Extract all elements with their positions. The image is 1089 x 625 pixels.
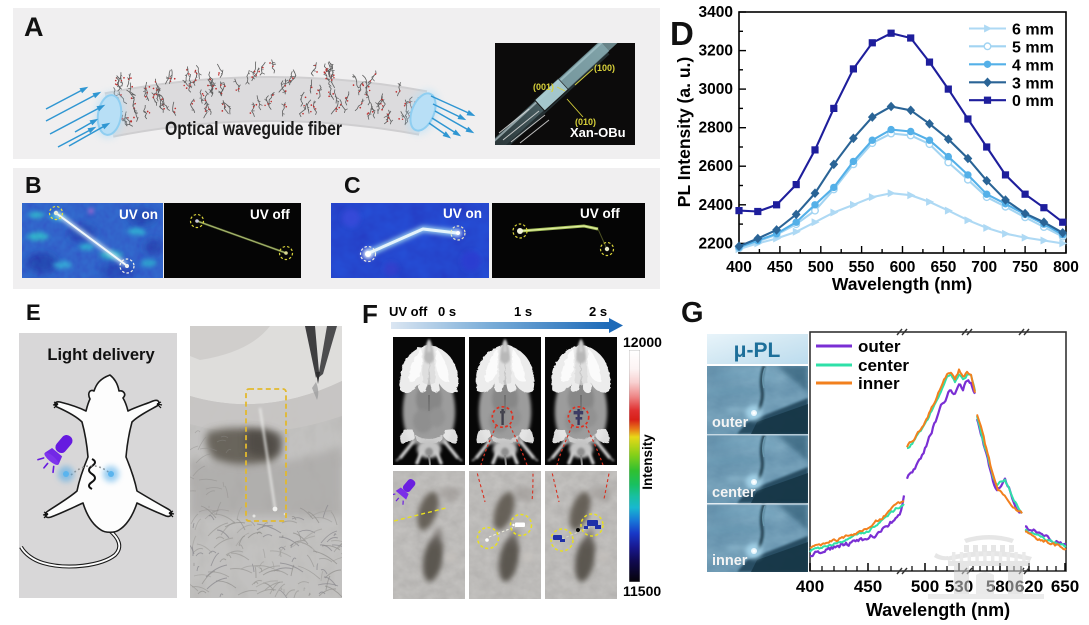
svg-text:800: 800: [1053, 259, 1079, 276]
svg-text:3200: 3200: [699, 43, 733, 60]
svg-text:PL Intensity (a. u.): PL Intensity (a. u.): [674, 57, 694, 207]
svg-text:6 mm: 6 mm: [1012, 22, 1054, 39]
svg-text:3000: 3000: [699, 81, 733, 98]
svg-text:4 mm: 4 mm: [1012, 57, 1054, 74]
svg-text:outer: outer: [712, 415, 749, 431]
svg-text:UV off: UV off: [580, 206, 620, 221]
svg-text:Xan-OBu: Xan-OBu: [570, 125, 626, 140]
svg-text:400: 400: [796, 577, 824, 596]
svg-text:inner: inner: [858, 374, 900, 393]
svg-text:650: 650: [930, 259, 956, 276]
svg-text:2800: 2800: [699, 120, 733, 137]
svg-text:450: 450: [767, 259, 793, 276]
svg-text:UV on: UV on: [443, 206, 482, 221]
svg-text:(010): (010): [575, 117, 596, 127]
svg-text:750: 750: [1012, 259, 1038, 276]
svg-text:2600: 2600: [699, 158, 733, 175]
svg-text:0 mm: 0 mm: [1012, 93, 1054, 110]
svg-text:center: center: [712, 485, 756, 501]
svg-text:450: 450: [854, 577, 882, 596]
svg-text:400: 400: [726, 259, 752, 276]
svg-text:500: 500: [808, 259, 834, 276]
svg-text:inner: inner: [712, 553, 748, 569]
svg-text:(100): (100): [594, 63, 615, 73]
svg-text:UV on: UV on: [119, 207, 158, 222]
svg-text:600: 600: [890, 259, 916, 276]
svg-text:700: 700: [971, 259, 997, 276]
svg-text:outer: outer: [858, 337, 901, 356]
svg-text:650: 650: [1051, 577, 1079, 596]
svg-text:500: 500: [911, 577, 939, 596]
svg-text:2200: 2200: [699, 235, 733, 252]
svg-text:Wavelength (nm): Wavelength (nm): [832, 274, 972, 294]
svg-text:center: center: [858, 356, 909, 375]
svg-text:Intensity: Intensity: [641, 434, 655, 490]
svg-text:2400: 2400: [699, 197, 733, 214]
svg-text:5 mm: 5 mm: [1012, 39, 1054, 56]
svg-text:UV off: UV off: [250, 207, 290, 222]
svg-text:550: 550: [849, 259, 875, 276]
svg-text:3 mm: 3 mm: [1012, 75, 1054, 92]
svg-text:μ-PL: μ-PL: [734, 339, 781, 362]
svg-text:Wavelength (nm): Wavelength (nm): [866, 600, 1010, 620]
svg-text:(001): (001): [533, 82, 554, 92]
svg-text:Light delivery: Light delivery: [47, 346, 155, 364]
svg-text:3400: 3400: [699, 4, 733, 21]
